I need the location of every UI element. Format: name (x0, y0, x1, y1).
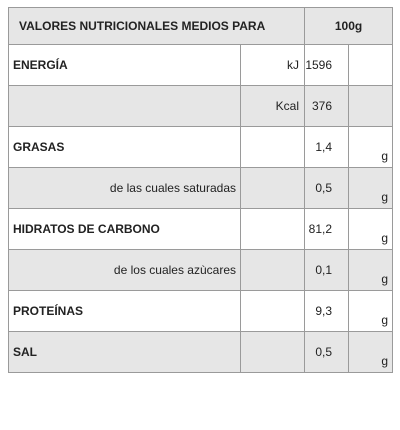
gram-unit: g (348, 290, 394, 332)
unit-label: kJ (239, 44, 306, 86)
nutrient-value: 1,4 (304, 126, 350, 168)
nutrient-value: 376 (304, 85, 350, 127)
nutrient-label: SAL (8, 331, 241, 373)
sub-nutrient-label: de los cuales azùcares (8, 249, 241, 291)
nutrient-label: GRASAS (8, 126, 241, 168)
nutrient-value: 1596 (304, 44, 350, 86)
row-protein: PROTEÍNAS 9,3 g (8, 290, 394, 332)
nutrient-label: HIDRATOS DE CARBONO (8, 208, 241, 250)
unit-label: Kcal (239, 85, 306, 127)
nutrient-value: 0,1 (304, 249, 350, 291)
nutrient-label: ENERGÍA (8, 44, 241, 86)
row-sugars: de los cuales azùcares 0,1 g (8, 249, 394, 291)
row-salt: SAL 0,5 g (8, 331, 394, 373)
row-energy-kcal: Kcal 376 (8, 85, 394, 127)
unit-label (239, 167, 306, 209)
row-energy-kj: ENERGÍA kJ 1596 (8, 44, 394, 86)
row-fat: GRASAS 1,4 g (8, 126, 394, 168)
unit-label (239, 331, 306, 373)
per-quantity: 100g (304, 7, 394, 45)
table-title: VALORES NUTRICIONALES MEDIOS PARA (7, 7, 306, 45)
gram-unit (348, 85, 394, 127)
nutrient-value: 0,5 (304, 331, 350, 373)
gram-unit: g (348, 208, 394, 250)
nutrient-label (8, 85, 241, 127)
sub-nutrient-label: de las cuales saturadas (8, 167, 241, 209)
gram-unit: g (348, 249, 394, 291)
gram-unit: g (348, 126, 394, 168)
unit-label (239, 208, 306, 250)
gram-unit: g (348, 331, 394, 373)
nutrient-value: 9,3 (304, 290, 350, 332)
unit-label (239, 249, 306, 291)
header-row: VALORES NUTRICIONALES MEDIOS PARA 100g (7, 7, 394, 45)
nutrient-value: 0,5 (304, 167, 350, 209)
row-saturated-fat: de las cuales saturadas 0,5 g (8, 167, 394, 209)
gram-unit: g (348, 167, 394, 209)
nutrition-table: VALORES NUTRICIONALES MEDIOS PARA 100g E… (7, 7, 394, 373)
unit-label (239, 290, 306, 332)
row-carbohydrates: HIDRATOS DE CARBONO 81,2 g (8, 208, 394, 250)
nutrient-label: PROTEÍNAS (8, 290, 241, 332)
unit-label (239, 126, 306, 168)
nutrient-value: 81,2 (304, 208, 350, 250)
gram-unit (348, 44, 394, 86)
